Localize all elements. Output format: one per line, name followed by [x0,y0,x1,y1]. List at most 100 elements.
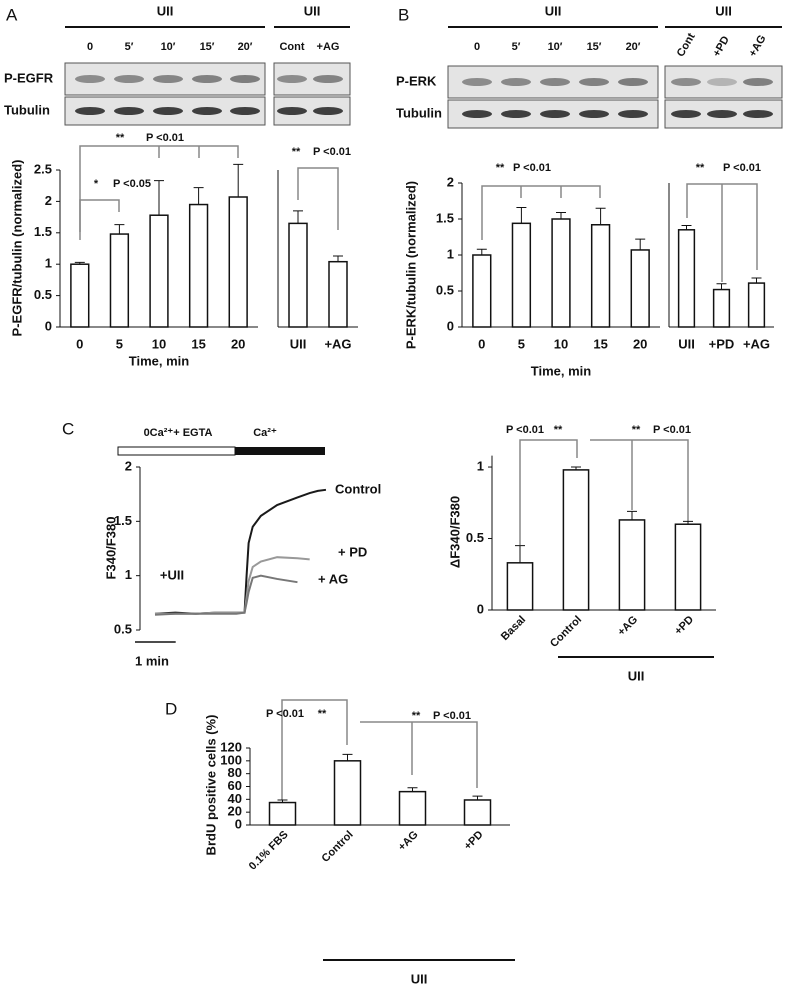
y-tick-label: 0 [447,318,454,333]
bracket [686,183,758,282]
bar [618,519,646,611]
group-label: UII [411,971,428,986]
lane-label: 10′ [161,41,176,53]
annotation: ** [632,424,641,436]
bar [747,282,766,328]
bracket [519,439,578,545]
egta-period [117,446,236,456]
x-tick-label: 10 [554,336,568,351]
blot-band [618,78,648,86]
y-tick-label: 0.5 [466,530,484,545]
annotation: P <0.01 [506,424,544,436]
x-tick-label: 20 [231,336,245,351]
panel-label: B [398,5,409,24]
blot-band [153,75,183,83]
trace [154,488,327,615]
y-tick-label: 0.5 [114,621,132,636]
y-tick-label: 80 [228,765,242,780]
x-tick-label: +PD [709,336,735,351]
x-tick-label: 0 [76,336,83,351]
annotation: +UII [160,567,184,582]
blot-band [618,110,648,118]
bracket [590,439,689,522]
blot-band [707,78,737,86]
y-tick-label: 100 [220,752,242,767]
bar [562,469,590,611]
calcium-period [235,447,325,455]
y-tick-label: 120 [220,739,242,754]
y-axis-label: P-EGFR/tubulin (normalized) [9,160,24,337]
bracket [79,199,120,232]
blot-band [277,107,307,115]
y-axis-label: ΔF340/F380 [447,496,462,568]
bracket [360,721,478,788]
bar [70,263,90,328]
lane-label: 15′ [587,41,602,53]
blot-band [579,110,609,118]
annotation: Ca²⁺ [253,427,277,439]
x-tick-label: 5 [116,336,123,351]
annotation: ** [696,162,705,174]
annotation: ** [554,424,563,436]
y-axis-label: F340/F380 [103,517,118,580]
significance-brackets [79,145,758,800]
bar [149,214,169,328]
y-tick-label: 0.5 [34,287,52,302]
blot-group-title: UII [715,3,732,18]
x-tick-label: UII [678,336,695,351]
error-bar [293,210,303,224]
panel-label: A [6,5,18,24]
annotation: P <0.01 [653,424,691,436]
lane-label: 10′ [548,41,563,53]
x-tick-label: 15 [191,336,205,351]
blot-band [75,75,105,83]
blot-band [114,75,144,83]
blot-band [540,110,570,118]
annotation: ** [116,132,125,144]
y-tick-label: 1.5 [114,513,132,528]
group-label: UII [628,668,645,683]
error-bar [233,163,244,198]
blot-band [707,110,737,118]
annotation: 0Ca²⁺+ EGTA [144,427,213,439]
error-bar [114,224,125,235]
y-axis-label: BrdU positive cells (%) [203,715,218,856]
blot-row-label: P-EGFR [4,70,54,85]
lane-label: Cont [675,31,698,59]
blot-band [671,110,701,118]
x-tick-label: +PD [462,829,486,853]
x-tick-label: +AG [324,336,351,351]
annotation: P <0.01 [433,710,471,722]
bar [463,799,492,826]
bar [288,222,308,328]
x-tick-label: Basal [499,614,528,643]
blot-band [501,110,531,118]
lane-label: Cont [279,41,304,53]
bar [398,790,427,826]
lane-label: 5′ [125,41,134,53]
lane-label: +AG [317,41,340,53]
bar [472,254,492,328]
error-bar [342,753,353,761]
blot-band [277,75,307,83]
bracket [79,145,239,240]
trace-label: + AG [318,571,348,586]
trace-label: + PD [338,544,367,559]
annotation: ** [292,146,301,158]
bar [511,222,532,328]
blot-row-label: Tubulin [396,105,442,120]
blot-band [153,107,183,115]
error-bar [635,238,646,250]
lane-label: +PD [711,34,732,59]
blot-band [313,107,343,115]
x-tick-label: Control [548,614,584,650]
blot-band [230,75,260,83]
blot-band [192,75,222,83]
error-bar [556,212,566,219]
bar [677,229,696,328]
x-tick-label: +PD [672,614,696,638]
bar [630,249,650,328]
y-tick-label: 60 [228,778,242,793]
y-tick-label: 2 [45,193,52,208]
y-tick-label: 40 [228,791,242,806]
